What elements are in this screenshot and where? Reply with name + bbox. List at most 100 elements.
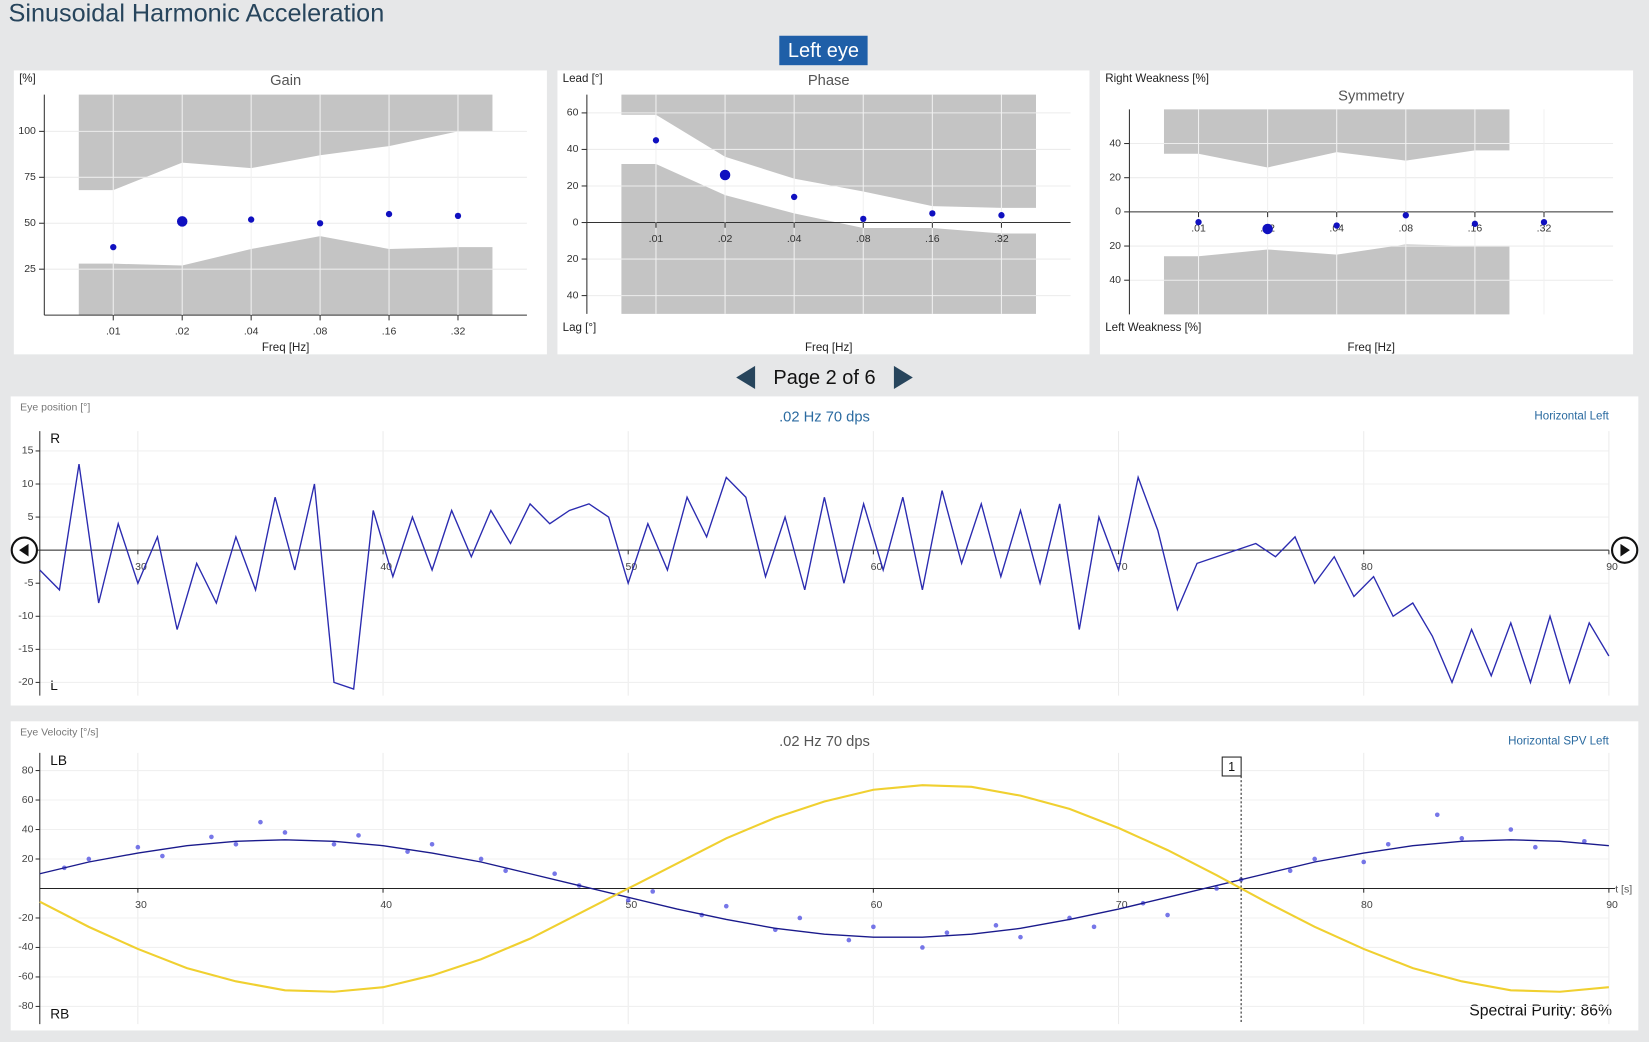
eye-button[interactable] xyxy=(779,35,868,66)
spectral-purity: Spectral Purity: 86% xyxy=(1469,1003,1612,1020)
y-axis-label: Lead [°] xyxy=(563,73,603,85)
x-tick-label: 90 xyxy=(1606,561,1618,573)
data-point xyxy=(998,212,1005,219)
velocity-point xyxy=(478,856,484,862)
data-point xyxy=(316,220,324,227)
y-tick-label: 10 xyxy=(22,478,34,490)
x-tick-label: .16 xyxy=(1468,222,1483,234)
x-tick-label: .01 xyxy=(1191,222,1206,234)
x-axis-label: t [s] xyxy=(1615,883,1632,895)
y-tick-label: 40 xyxy=(567,143,579,155)
x-tick-label: 80 xyxy=(1361,899,1373,911)
channel-label: Horizontal SPV Left xyxy=(1508,735,1610,747)
velocity-point xyxy=(135,844,141,850)
y-tick-label: -60 xyxy=(18,971,33,983)
y-tick-label: -20 xyxy=(18,676,33,688)
x-tick-label: .08 xyxy=(1399,222,1414,234)
chart-title: .02 Hz 70 dps xyxy=(779,409,870,425)
velocity-point xyxy=(552,871,557,877)
velocity-point xyxy=(650,889,656,894)
x-tick-label: .02 xyxy=(718,233,733,245)
page-title: Sinusoidal Harmonic Acceleration xyxy=(9,0,385,27)
x-tick-label: 30 xyxy=(135,899,147,911)
data-point xyxy=(1540,218,1548,226)
x-tick-label: 60 xyxy=(871,561,883,573)
x-tick-label: 50 xyxy=(626,561,638,573)
y-tick-label: 40 xyxy=(22,823,34,835)
trace-line xyxy=(39,464,1610,690)
marker-label: 1 xyxy=(1228,760,1235,774)
velocity-point xyxy=(920,945,925,950)
scroll-left-arrow[interactable] xyxy=(19,543,29,557)
eye-button-label[interactable]: Left eye xyxy=(788,40,859,62)
velocity-point xyxy=(503,868,508,874)
top-label: R xyxy=(50,431,60,446)
y-tick-label: -40 xyxy=(18,941,33,953)
y-axis-label: Eye Velocity [°/s] xyxy=(20,727,98,739)
data-point xyxy=(1195,218,1202,226)
y-axis-label: Right Weakness [%] xyxy=(1105,73,1209,85)
velocity-point xyxy=(1434,812,1440,818)
chart-title: .02 Hz 70 dps xyxy=(779,734,870,750)
velocity-point xyxy=(356,833,361,838)
y-tick-label: -10 xyxy=(18,610,33,622)
y-tick-label: 60 xyxy=(567,107,579,119)
x-tick-label: .32 xyxy=(451,326,466,338)
velocity-point xyxy=(1361,859,1367,865)
data-point xyxy=(385,210,393,218)
velocity-point xyxy=(1018,934,1023,940)
chart-title: Symmetry xyxy=(1338,89,1405,105)
x-tick-label: 60 xyxy=(871,899,883,911)
top-label: LB xyxy=(50,753,67,768)
y-tick-label: 5 xyxy=(28,511,34,523)
trace-line xyxy=(39,784,1609,993)
panel xyxy=(10,396,1639,706)
velocity-point xyxy=(723,903,729,909)
velocity-point xyxy=(1385,841,1391,847)
velocity-point xyxy=(160,853,165,859)
chart-title: Phase xyxy=(808,73,850,89)
velocity-point xyxy=(846,937,852,943)
marker-box xyxy=(1221,756,1242,777)
y-tick-label: 80 xyxy=(22,764,34,776)
data-point xyxy=(929,210,936,217)
y-tick-label: -15 xyxy=(18,643,33,655)
data-point xyxy=(1471,220,1479,227)
velocity-point xyxy=(1091,924,1097,930)
velocity-point xyxy=(282,830,288,835)
velocity-point xyxy=(1582,838,1587,844)
y-tick-label: 100 xyxy=(18,125,36,137)
x-tick-label: 40 xyxy=(380,899,392,911)
data-point xyxy=(1262,223,1273,235)
velocity-point xyxy=(797,915,803,921)
next-page[interactable] xyxy=(893,365,913,390)
x-tick-label: .08 xyxy=(313,326,328,338)
data-point xyxy=(1333,222,1340,229)
y-tick-label: -5 xyxy=(24,577,33,589)
chart-title: Gain xyxy=(270,73,301,89)
data-point xyxy=(652,137,660,144)
x-tick-label: .16 xyxy=(382,326,397,338)
y-tick-label: 20 xyxy=(1109,240,1121,252)
x-tick-label: .01 xyxy=(649,233,664,245)
x-axis-label: Freq [Hz] xyxy=(805,342,852,354)
velocity-point xyxy=(871,924,876,930)
data-point xyxy=(1402,212,1409,219)
x-tick-label: 80 xyxy=(1361,561,1373,573)
y-tick-label: 75 xyxy=(24,171,36,183)
y-tick-label: -80 xyxy=(18,1000,33,1012)
scroll-right-arrow[interactable] xyxy=(1620,543,1630,557)
y-axis-label: [%] xyxy=(19,73,36,85)
x-tick-label: 30 xyxy=(135,561,147,573)
y-tick-label: 40 xyxy=(1109,274,1121,286)
prev-page[interactable] xyxy=(736,365,756,390)
velocity-point xyxy=(258,819,263,825)
velocity-point xyxy=(405,849,410,854)
y-tick-label: 20 xyxy=(22,853,34,865)
x-tick-label: .32 xyxy=(994,233,1009,245)
x-axis-label: Freq [Hz] xyxy=(262,342,309,354)
x-tick-label: .16 xyxy=(925,233,940,245)
y-tick-label: 40 xyxy=(567,289,579,301)
data-point xyxy=(791,193,798,201)
y-tick-label: 15 xyxy=(22,445,34,457)
